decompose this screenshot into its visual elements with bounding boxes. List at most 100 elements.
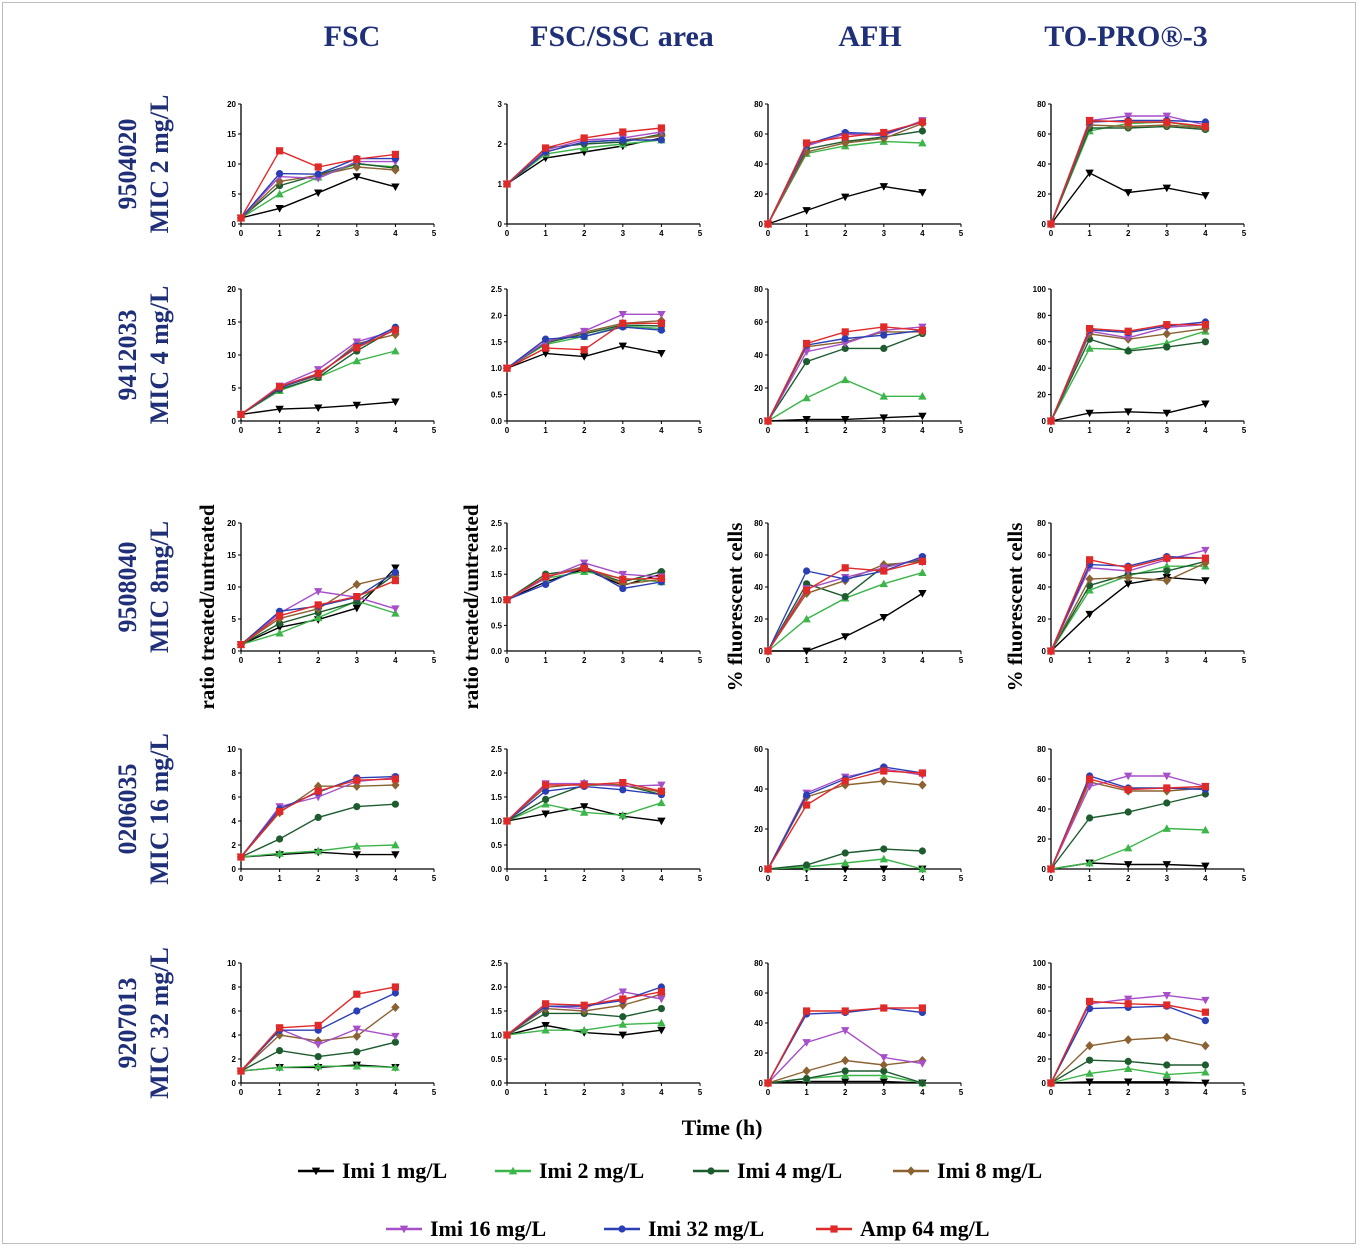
x-tick-label: 1 bbox=[543, 1088, 548, 1097]
y-tick-label: 20 bbox=[754, 1049, 763, 1058]
data-point bbox=[841, 415, 850, 424]
data-point bbox=[314, 613, 323, 622]
y-tick-label: 2.0 bbox=[491, 769, 503, 778]
row-label: 9504020 MIC 2 mg/L bbox=[113, 95, 174, 234]
y-tick-label: 100 bbox=[1033, 285, 1047, 294]
data-point bbox=[803, 861, 811, 869]
y-tick-label: 0.0 bbox=[491, 1079, 503, 1088]
data-point bbox=[580, 808, 589, 816]
data-point bbox=[352, 162, 361, 172]
x-tick-label: 2 bbox=[843, 229, 848, 238]
chart-panel-r4-c0: 0 1 2 3 4 5 0 2 4 6 8 10 bbox=[227, 959, 437, 1097]
x-tick-label: 0 bbox=[505, 426, 510, 435]
data-point bbox=[764, 865, 772, 873]
y-tick-label: 0 bbox=[1042, 417, 1047, 426]
data-point bbox=[1124, 334, 1133, 343]
x-tick-label: 0 bbox=[239, 426, 244, 435]
legend-marker bbox=[618, 1225, 626, 1233]
data-point bbox=[618, 1000, 627, 1010]
legend-label: Imi 8 mg/L bbox=[937, 1158, 1042, 1183]
y-tick-label: 0.5 bbox=[491, 391, 503, 400]
data-point bbox=[352, 338, 361, 346]
data-point bbox=[391, 1002, 400, 1013]
data-point bbox=[352, 173, 361, 181]
x-tick-label: 5 bbox=[959, 656, 964, 665]
data-point bbox=[1047, 1079, 1055, 1087]
x-tick-label: 5 bbox=[1242, 426, 1247, 435]
data-point bbox=[841, 375, 850, 384]
x-tick-label: 0 bbox=[1049, 426, 1054, 435]
series bbox=[1047, 321, 1209, 425]
data-point bbox=[1124, 112, 1133, 121]
data-point bbox=[542, 335, 550, 343]
x-tick-label: 2 bbox=[1126, 1088, 1131, 1097]
x-tick-label: 0 bbox=[505, 874, 510, 883]
data-point bbox=[391, 1063, 400, 1071]
y-tick-label: 0 bbox=[232, 220, 237, 229]
data-point bbox=[1201, 192, 1210, 200]
data-point bbox=[879, 579, 888, 588]
data-point bbox=[1163, 1061, 1171, 1069]
x-tick-label: 4 bbox=[659, 656, 664, 665]
x-tick-label: 5 bbox=[698, 426, 703, 435]
data-point bbox=[237, 853, 245, 861]
y-tick-label: 20 bbox=[1037, 1055, 1046, 1064]
x-tick-label: 3 bbox=[621, 1088, 626, 1097]
series-line bbox=[1050, 124, 1206, 225]
data-point bbox=[541, 810, 550, 818]
y-tick-label: 20 bbox=[754, 190, 763, 199]
x-tick-label: 4 bbox=[393, 426, 398, 435]
data-point bbox=[880, 331, 888, 339]
data-point bbox=[879, 1060, 888, 1070]
x-tick-label: 2 bbox=[316, 656, 321, 665]
x-tick-label: 5 bbox=[698, 874, 703, 883]
y-tick-label: 0 bbox=[1042, 1079, 1047, 1088]
data-point bbox=[276, 1047, 284, 1055]
data-point bbox=[391, 800, 399, 808]
data-point bbox=[314, 793, 323, 802]
x-tick-label: 3 bbox=[621, 426, 626, 435]
y-tick-label: 4 bbox=[232, 817, 237, 826]
data-point bbox=[1047, 647, 1055, 655]
row-strain: 9207013 bbox=[113, 978, 142, 1069]
data-point bbox=[276, 612, 284, 620]
data-point bbox=[542, 795, 550, 804]
data-point bbox=[580, 1001, 588, 1009]
data-point bbox=[314, 846, 323, 855]
x-tick-label: 0 bbox=[766, 874, 771, 883]
data-point bbox=[880, 344, 888, 352]
x-tick-label: 1 bbox=[277, 426, 282, 435]
y-tick-label: 0 bbox=[232, 865, 237, 874]
data-point bbox=[803, 1007, 811, 1015]
data-point bbox=[803, 567, 811, 575]
chart-panel-r2-c2: 0 1 2 3 4 5 0 20 40 60 80 bbox=[754, 519, 964, 665]
y-tick-label: 2.0 bbox=[491, 311, 503, 320]
data-point bbox=[276, 170, 284, 178]
data-point bbox=[1201, 782, 1209, 791]
x-tick-label: 5 bbox=[432, 229, 437, 238]
data-point bbox=[391, 1032, 400, 1041]
x-tick-label: 0 bbox=[766, 229, 771, 238]
y-tick-label: 6 bbox=[232, 793, 237, 802]
data-point bbox=[918, 189, 927, 197]
data-point bbox=[841, 858, 850, 867]
y-tick-label: 15 bbox=[227, 318, 236, 327]
y-tick-label: 40 bbox=[754, 583, 763, 592]
data-point bbox=[541, 800, 550, 808]
data-point bbox=[391, 775, 399, 783]
column-title: TO-PRO®-3 bbox=[1044, 20, 1208, 53]
data-point bbox=[352, 781, 361, 791]
chart-panel-r1-c0: 0 1 2 3 4 5 0 5 10 15 20 bbox=[227, 285, 437, 435]
y-tick-label: 3 bbox=[498, 100, 503, 109]
series bbox=[764, 118, 926, 228]
legend-item: Imi 4 mg/L bbox=[693, 1158, 842, 1183]
data-point bbox=[391, 568, 399, 576]
y-tick-label: 40 bbox=[1037, 1031, 1046, 1040]
data-point bbox=[580, 1026, 589, 1034]
data-point bbox=[802, 1066, 811, 1076]
data-point bbox=[657, 326, 666, 334]
x-tick-label: 5 bbox=[959, 1088, 964, 1097]
chart-panel-r2-c0: 0 1 2 3 4 5 0 5 10 15 20 bbox=[227, 519, 437, 665]
data-point bbox=[580, 332, 588, 341]
data-point bbox=[1124, 572, 1133, 583]
